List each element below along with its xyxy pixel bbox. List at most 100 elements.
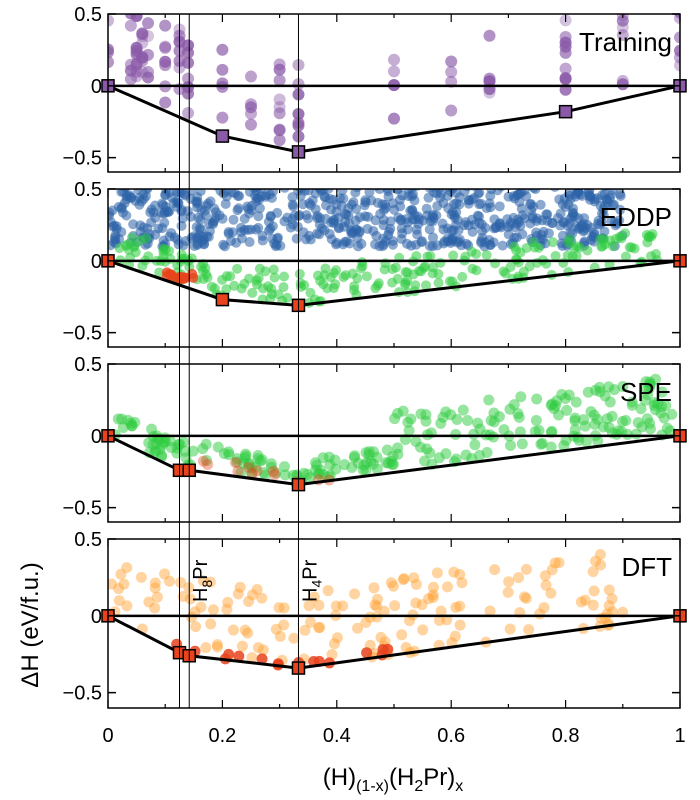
- data-point: [504, 440, 516, 452]
- data-point: [588, 585, 600, 597]
- data-point: [279, 271, 290, 282]
- data-point: [360, 617, 372, 629]
- data-point: [266, 288, 277, 299]
- data-point: [179, 445, 191, 457]
- data-point: [150, 200, 161, 211]
- data-point: [177, 591, 189, 603]
- data-point: [515, 391, 527, 403]
- data-point: [385, 577, 397, 589]
- data-point: [597, 421, 609, 433]
- data-point: [349, 588, 361, 600]
- data-point: [378, 605, 390, 617]
- data-point: [236, 233, 247, 244]
- data-point: [222, 596, 234, 608]
- data-point: [494, 201, 505, 212]
- data-point: [202, 458, 214, 470]
- data-point: [395, 215, 406, 226]
- composition-label: H8Pr: [190, 559, 215, 602]
- data-point: [326, 648, 338, 660]
- data-point: [371, 593, 383, 605]
- data-point: [587, 599, 599, 611]
- data-point: [151, 591, 163, 603]
- data-point: [417, 624, 429, 636]
- data-point: [559, 62, 572, 75]
- data-point: [197, 455, 209, 467]
- data-point: [564, 190, 575, 201]
- data-point: [535, 178, 545, 188]
- data-point: [366, 195, 377, 206]
- data-point: [441, 581, 453, 593]
- data-point: [182, 72, 195, 85]
- data-point: [403, 425, 415, 437]
- data-point: [251, 583, 263, 595]
- data-point: [364, 189, 375, 198]
- data-point: [674, 31, 680, 44]
- data-point: [444, 276, 455, 287]
- data-point: [485, 190, 496, 201]
- data-point: [410, 189, 415, 190]
- data-point: [485, 202, 496, 213]
- data-point: [245, 107, 257, 120]
- data-point: [184, 593, 196, 605]
- data-point: [247, 287, 258, 298]
- data-point: [585, 406, 597, 418]
- data-point: [483, 29, 496, 42]
- data-point: [108, 43, 114, 56]
- data-point: [201, 269, 212, 280]
- data-point: [320, 192, 331, 203]
- data-point: [572, 189, 583, 198]
- data-point: [108, 14, 114, 27]
- data-point: [350, 189, 361, 198]
- panel-label: DFT: [621, 552, 672, 582]
- data-point: [540, 579, 552, 591]
- y-tick-label: 0: [91, 426, 102, 448]
- data-point: [460, 217, 471, 228]
- data-point: [165, 253, 176, 264]
- data-point: [481, 250, 492, 261]
- panel-dft: 0.5 0 −0.5 DFT: [63, 529, 687, 709]
- data-point: [520, 563, 532, 575]
- data-point: [190, 621, 202, 633]
- data-point: [530, 414, 542, 426]
- data-point: [392, 189, 403, 194]
- data-point: [142, 17, 155, 30]
- data-point: [142, 29, 155, 42]
- data-point: [549, 557, 561, 569]
- data-point: [560, 434, 572, 446]
- data-point: [387, 277, 398, 288]
- data-point: [210, 212, 221, 223]
- y-tick-label: −0.5: [63, 148, 102, 170]
- data-point: [446, 234, 457, 245]
- data-point: [535, 438, 547, 450]
- data-point: [265, 211, 276, 222]
- data-point: [230, 457, 242, 469]
- data-point: [600, 189, 610, 192]
- data-point: [407, 189, 417, 193]
- data-point: [431, 567, 443, 579]
- data-point: [497, 240, 508, 251]
- data-point: [232, 465, 244, 477]
- data-point: [325, 272, 336, 283]
- data-point: [616, 74, 629, 87]
- data-point: [514, 216, 525, 227]
- data-point: [239, 213, 250, 224]
- data-point: [127, 232, 138, 243]
- data-point: [648, 399, 660, 411]
- convex-hull-line: [107, 259, 681, 307]
- data-point: [322, 585, 334, 597]
- data-point: [504, 403, 516, 415]
- data-point: [270, 467, 282, 479]
- data-point: [223, 449, 235, 461]
- data-point: [266, 192, 277, 203]
- data-point: [448, 225, 459, 236]
- data-point: [136, 28, 149, 41]
- data-point: [102, 1, 114, 13]
- data-point: [423, 593, 435, 605]
- data-point: [420, 415, 432, 427]
- data-point: [595, 559, 607, 571]
- data-point: [620, 415, 632, 427]
- data-point: [311, 459, 323, 471]
- data-point: [182, 39, 195, 52]
- data-point: [166, 269, 177, 280]
- data-point: [397, 574, 409, 586]
